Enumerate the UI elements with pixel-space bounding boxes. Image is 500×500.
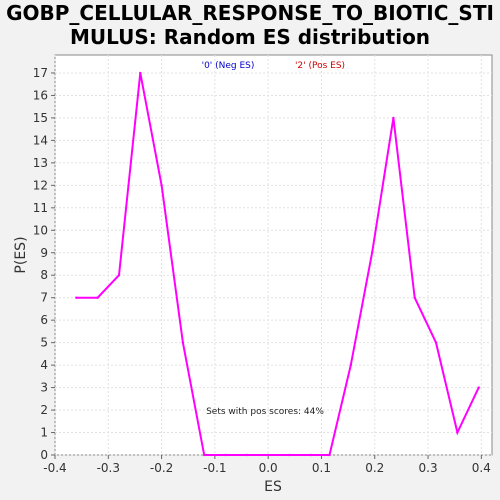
- data-point: [349, 363, 352, 367]
- y-tick-label: 9: [40, 246, 48, 260]
- data-point: [370, 251, 374, 254]
- y-tick-label: 8: [40, 268, 48, 282]
- y-tick-label: 7: [40, 291, 48, 305]
- y-tick-label: 10: [33, 223, 48, 237]
- data-point: [181, 341, 185, 344]
- x-tick-label: 0.0: [259, 461, 278, 475]
- data-point: [434, 341, 438, 344]
- data-point: [96, 296, 99, 299]
- x-tick-label: 0.3: [419, 461, 438, 475]
- data-point: [309, 453, 313, 457]
- x-tick-label: 0.1: [312, 461, 331, 475]
- y-tick-label: 11: [33, 201, 48, 215]
- data-point: [288, 453, 291, 457]
- chart-title-line-1: GOBP_CELLULAR_RESPONSE_TO_BIOTIC_STI: [6, 1, 494, 25]
- series-layer: [75, 71, 480, 457]
- data-point: [392, 116, 395, 120]
- y-tick-label: 17: [33, 66, 48, 80]
- grid-lines: [54, 55, 492, 456]
- data-point: [245, 453, 249, 457]
- y-tick-label: 12: [33, 178, 48, 192]
- x-tick-label: -0.4: [43, 461, 66, 475]
- y-axis-label: P(ES): [13, 236, 29, 273]
- data-point: [139, 71, 142, 75]
- data-point: [160, 184, 163, 187]
- data-point: [224, 453, 227, 457]
- y-tick-label: 1: [40, 426, 48, 440]
- data-point: [75, 296, 78, 299]
- y-tick-label: 0: [40, 448, 48, 462]
- y-tick-label: 6: [40, 313, 48, 327]
- data-point: [117, 274, 121, 277]
- data-point: [456, 431, 459, 434]
- y-tick-label: 15: [33, 111, 48, 125]
- plot-area: [54, 54, 493, 456]
- x-tick-label: -0.3: [97, 461, 120, 475]
- x-tick-label: -0.2: [150, 461, 173, 475]
- data-point: [413, 296, 416, 299]
- x-axis-label: ES: [264, 479, 282, 495]
- x-tick-label: 0.4: [472, 461, 491, 475]
- y-tick-label: 3: [40, 381, 48, 395]
- data-point: [266, 453, 270, 457]
- x-tick-label: -0.1: [203, 461, 226, 475]
- x-tick-label: 0.2: [365, 461, 384, 475]
- legend-neg-es: '0' (Neg ES): [202, 61, 255, 71]
- chart-title-line-2: MULUS: Random ES distribution: [70, 25, 430, 49]
- data-point: [328, 453, 331, 457]
- y-tick-label: 13: [33, 156, 48, 170]
- y-tick-label: 4: [40, 358, 48, 372]
- series-line: [76, 72, 480, 456]
- legend-pos-es: '2' (Pos ES): [295, 61, 345, 71]
- y-tick-label: 14: [33, 133, 48, 147]
- y-tick-label: 2: [40, 403, 48, 417]
- annotation-pos-scores: Sets with pos scores: 44%: [206, 407, 324, 417]
- y-tick-label: 16: [33, 88, 48, 102]
- data-point: [477, 386, 480, 389]
- data-point: [203, 453, 206, 457]
- y-tick-label: 5: [40, 336, 48, 350]
